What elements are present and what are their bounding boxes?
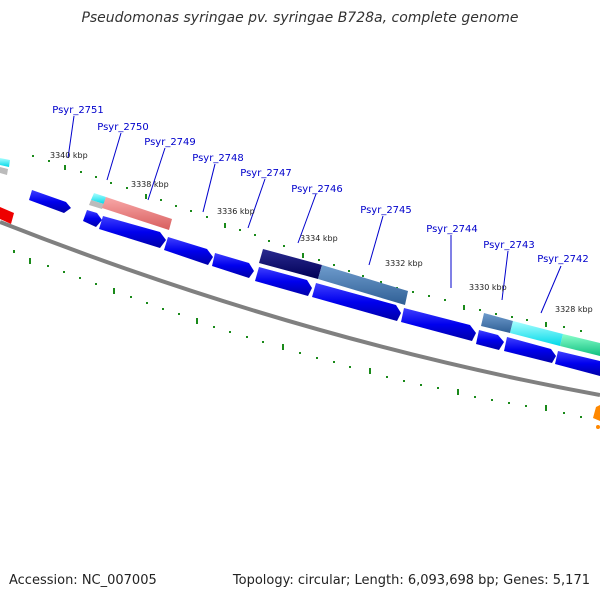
gene-label[interactable]: Psyr_2750: [97, 122, 149, 133]
gene-arrow[interactable]: [83, 210, 102, 227]
leader-line: [540, 265, 562, 314]
kbp-label: 3336 kbp: [217, 207, 255, 216]
gene-arrow[interactable]: [510, 321, 563, 346]
gene-label[interactable]: Psyr_2745: [360, 205, 412, 216]
gene-arrow[interactable]: [401, 308, 476, 341]
gene-arrow[interactable]: [318, 265, 408, 305]
gene-arrow[interactable]: [504, 337, 556, 363]
gene-label[interactable]: Psyr_2749: [144, 137, 196, 148]
gene-arrow[interactable]: [91, 193, 106, 204]
gene-arrow[interactable]: [255, 267, 312, 296]
leader-line: [368, 215, 384, 266]
kbp-label: 3332 kbp: [385, 259, 423, 268]
leader-lines: [67, 115, 562, 314]
kbp-label: 3338 kbp: [131, 180, 169, 189]
genome-backbone: [0, 220, 600, 397]
leader-line: [147, 147, 166, 201]
gene-track: [0, 207, 600, 376]
kbp-label: 3340 kbp: [50, 151, 88, 160]
leader-line: [297, 193, 317, 244]
genome-title: Pseudomonas syringae pv. syringae B728a,…: [81, 10, 519, 26]
leader-line: [247, 178, 266, 229]
gene-label[interactable]: Psyr_2743: [483, 240, 535, 251]
accession-text: Accession: NC_007005: [9, 573, 157, 588]
leader-line: [202, 163, 216, 213]
gene-arrow[interactable]: [99, 216, 166, 248]
leader-line: [67, 115, 75, 159]
gene-labels: Psyr_2751 Psyr_2750 Psyr_2749 Psyr_2748 …: [52, 105, 589, 265]
gene-label[interactable]: Psyr_2751: [52, 105, 104, 116]
gene-arrow[interactable]: [555, 351, 600, 376]
inner-tick-ring: [13, 250, 582, 418]
gene-arrow[interactable]: [0, 207, 14, 224]
gene-arrow[interactable]: [481, 313, 513, 333]
leader-line: [106, 132, 122, 181]
genome-summary: Topology: circular; Length: 6,093,698 bp…: [232, 573, 590, 588]
kbp-label: 3334 kbp: [300, 234, 338, 243]
gene-arrow[interactable]: [312, 283, 401, 321]
gene-arrow[interactable]: [212, 253, 254, 278]
gene-label[interactable]: Psyr_2747: [240, 168, 292, 179]
gene-label[interactable]: Psyr_2748: [192, 153, 244, 164]
gene-arrow[interactable]: [0, 158, 10, 167]
gene-label[interactable]: Psyr_2746: [291, 184, 343, 195]
gene-arrow[interactable]: [593, 405, 600, 421]
gene-arrow[interactable]: [0, 167, 8, 175]
gene-arrow[interactable]: [29, 190, 71, 213]
kbp-label: 3330 kbp: [469, 283, 507, 292]
leader-line: [501, 250, 509, 301]
gene-arrow[interactable]: [164, 237, 213, 265]
gene-label[interactable]: Psyr_2744: [426, 224, 478, 235]
gene-label[interactable]: Psyr_2742: [537, 254, 589, 265]
gene-arrow[interactable]: [259, 249, 322, 279]
kbp-labels: 3340 kbp 3338 kbp 3336 kbp 3334 kbp 3332…: [50, 151, 593, 314]
gene-marker: [596, 425, 600, 429]
gene-arrow[interactable]: [102, 197, 172, 230]
gene-arrow[interactable]: [89, 200, 104, 209]
outer-feature-track: [0, 158, 600, 356]
kbp-label: 3328 kbp: [555, 305, 593, 314]
gene-arrow[interactable]: [560, 334, 600, 356]
gene-arrow[interactable]: [476, 330, 504, 350]
